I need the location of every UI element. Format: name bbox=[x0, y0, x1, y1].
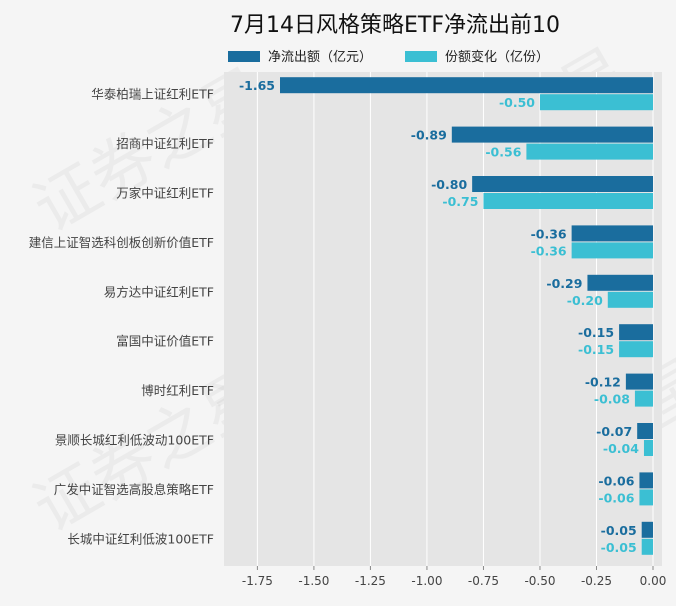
category-label: 万家中证红利ETF bbox=[116, 186, 214, 201]
category-labels: 华泰柏瑞上证红利ETF 招商中证红利ETF 万家中证红利ETF 建信上证智选科创板创新… bbox=[29, 87, 214, 547]
bar bbox=[483, 193, 653, 209]
x-tick-label: -0.50 bbox=[524, 574, 555, 588]
category-label: 长城中证红利低波100ETF bbox=[67, 531, 214, 546]
bar bbox=[587, 274, 653, 291]
x-tick-label: -1.50 bbox=[298, 574, 329, 588]
data-label: -0.50 bbox=[499, 95, 535, 110]
bar bbox=[639, 472, 653, 489]
bar bbox=[634, 390, 653, 407]
x-tick-label: 0.00 bbox=[640, 574, 667, 588]
bar bbox=[526, 143, 653, 160]
category-label: 华泰柏瑞上证红利ETF bbox=[91, 87, 214, 102]
x-tick-label: -0.75 bbox=[468, 574, 499, 588]
x-tick-label: -1.75 bbox=[242, 574, 273, 588]
legend-label: 份额变化（亿份） bbox=[445, 49, 549, 65]
category-label: 景顺长城红利低波动100ETF bbox=[55, 433, 214, 448]
bar bbox=[625, 373, 653, 390]
bar bbox=[571, 225, 653, 242]
data-label: -0.05 bbox=[601, 523, 637, 538]
legend-label: 净流出额（亿元） bbox=[268, 50, 372, 65]
category-label: 易方达中证红利ETF bbox=[104, 284, 214, 299]
data-label: -0.07 bbox=[596, 424, 632, 439]
bar bbox=[637, 423, 653, 439]
x-tick-label: -1.00 bbox=[411, 574, 442, 588]
data-label: -0.89 bbox=[411, 128, 447, 143]
x-tick-label: -1.25 bbox=[355, 574, 386, 588]
data-label: -0.06 bbox=[598, 490, 634, 505]
category-label: 富国中证价值ETF bbox=[116, 334, 214, 349]
category-label: 招商中证红利ETF bbox=[116, 136, 214, 151]
legend-swatch bbox=[228, 51, 260, 62]
bar bbox=[641, 538, 653, 555]
data-label: -0.75 bbox=[442, 194, 478, 209]
data-label: -1.65 bbox=[239, 78, 275, 93]
x-tick-label: -0.25 bbox=[581, 574, 612, 588]
legend-swatch bbox=[405, 51, 437, 62]
data-label: -0.36 bbox=[531, 226, 567, 241]
data-label: -0.05 bbox=[601, 540, 637, 555]
bar bbox=[607, 291, 653, 308]
bar bbox=[539, 94, 653, 111]
bar bbox=[451, 126, 653, 143]
bar bbox=[639, 489, 653, 506]
data-label: -0.15 bbox=[578, 342, 614, 357]
data-label: -0.12 bbox=[585, 375, 621, 390]
bar bbox=[571, 242, 653, 259]
data-label: -0.06 bbox=[598, 473, 634, 488]
bar bbox=[472, 176, 653, 192]
data-label: -0.15 bbox=[578, 325, 614, 340]
bar bbox=[641, 521, 653, 538]
bar bbox=[280, 77, 653, 94]
chart-title: 7月14日风格策略ETF净流出前10 bbox=[230, 13, 560, 38]
bar bbox=[619, 324, 653, 341]
data-label: -0.80 bbox=[431, 177, 467, 192]
data-label: -0.29 bbox=[546, 276, 582, 291]
data-label: -0.20 bbox=[567, 293, 603, 308]
data-label: -0.56 bbox=[485, 145, 521, 160]
bars: -1.65 -0.50 -0.89 -0.56 -0.80 -0.75 -0.36 -0.36… bbox=[239, 77, 653, 555]
legend: 净流出额（亿元） 份额变化（亿份） bbox=[228, 49, 549, 65]
data-label: -0.04 bbox=[603, 441, 639, 456]
bar bbox=[643, 440, 653, 456]
bar bbox=[619, 341, 653, 358]
x-axis-ticks: -1.75 -1.50 -1.25 -1.00 -0.75 -0.50 -0.25 0.00 bbox=[242, 566, 666, 588]
data-label: -0.08 bbox=[594, 392, 630, 407]
data-label: -0.36 bbox=[531, 243, 567, 258]
category-label: 广发中证智选高股息策略ETF bbox=[54, 482, 214, 497]
category-label: 博时红利ETF bbox=[141, 383, 214, 398]
category-label: 建信上证智选科创板创新价值ETF bbox=[29, 235, 214, 250]
